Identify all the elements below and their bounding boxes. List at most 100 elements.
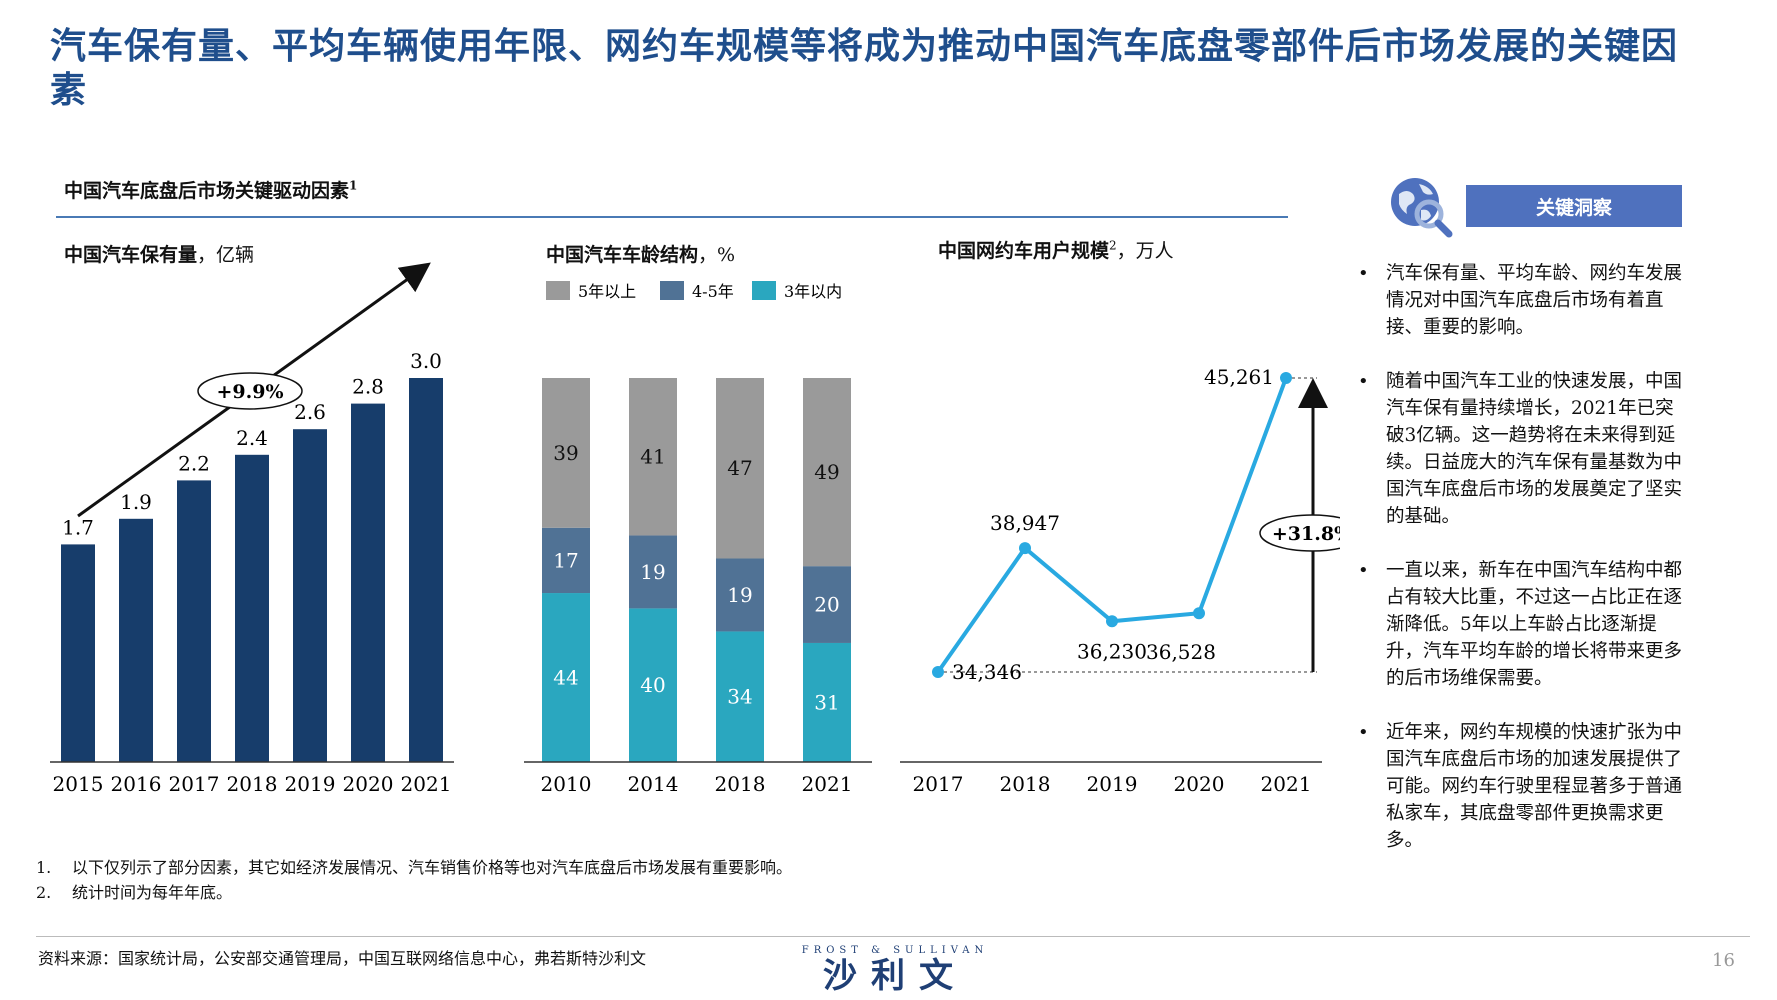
footnotes: 1. 以下仅列示了部分因素，其它如经济发展情况、汽车销售价格等也对汽车底盘后市场发… [36,855,792,905]
bar-value-label: 2.4 [236,426,268,450]
section-footnote-ref: 1 [349,178,358,193]
stacked-bar-segment [629,378,677,536]
segment-value-label: 20 [814,593,839,617]
footer-divider [36,936,1750,937]
stacked-bar-segment [716,631,764,762]
x-tick-label: 2021 [1261,772,1312,796]
segment-value-label: 41 [640,445,665,469]
frost-sullivan-logo: FROST & SULLIVAN 沙利文 [795,945,995,996]
insight-item: 近年来，网约车规模的快速扩张为中国汽车底盘后市场的加速发展提供了可能。网约车行驶… [1352,719,1692,854]
chart2-title-main: 中国汽车车龄结构 [546,244,699,266]
bar [293,429,327,762]
chart1-title-main: 中国汽车保有量 [64,244,198,266]
point-value-label: 36,230 [1077,639,1147,663]
bar [177,480,211,762]
stacked-bar-segment [542,527,590,594]
bar [119,518,153,762]
chart1-title: 中国汽车保有量，亿辆 [64,240,254,267]
insight-item: 汽车保有量、平均车龄、网约车发展情况对中国汽车底盘后市场有着直接、重要的影响。 [1352,260,1692,341]
section-title: 中国汽车底盘后市场关键驱动因素1 [64,176,357,203]
segment-value-label: 17 [553,548,578,572]
data-point [1019,542,1031,555]
chart1-cagr-badge-label: +9.9% [216,381,283,403]
footnote-text: 统计时间为每年年底。 [72,883,233,902]
legend-swatch [546,281,570,300]
insights-list: 汽车保有量、平均车龄、网约车发展情况对中国汽车底盘后市场有着直接、重要的影响。 … [1352,260,1692,881]
section-divider [56,216,1288,218]
data-point [1193,607,1205,620]
bar-value-label: 1.9 [120,490,152,514]
page-number: 16 [1712,950,1735,971]
point-value-label: 36,528 [1146,640,1216,664]
bar-value-label: 2.6 [294,400,326,424]
legend-label: 5年以上 [578,282,636,301]
x-tick-label: 2018 [227,772,278,796]
chart1-cagr-badge: +9.9% [197,372,303,410]
stacked-bar-segment [716,378,764,559]
logo-english: FROST & SULLIVAN [801,945,989,956]
segment-value-label: 39 [553,441,578,465]
footnote-text: 以下仅列示了部分因素，其它如经济发展情况、汽车销售价格等也对汽车底盘后市场发展有… [72,858,793,877]
legend-swatch [660,281,684,300]
x-tick-label: 2020 [343,772,394,796]
car-ownership-bar-chart: 1.7 2015 1.9 2016 2.2 2017 2.4 2018 2.6 2019 2.8 20… [50,262,454,796]
insight-item: 一直以来，新车在中国汽车结构中都占有较大比重，不过这一占比正在逐渐降低。5年以上… [1352,557,1692,692]
globe-search-icon [1385,170,1455,240]
data-point [1280,372,1292,384]
footnote-number: 2. [36,883,52,902]
footnote: 2. 统计时间为每年年底。 [36,880,792,905]
x-tick-label: 2017 [913,772,964,796]
legend-label: 3年以内 [784,282,842,301]
segment-value-label: 44 [553,666,578,690]
stacked-bar-segment [803,378,851,567]
bar [61,544,95,762]
x-tick-label: 2019 [285,772,336,796]
chart3-growth-badge-label: +31.8% [1272,523,1340,545]
insights-header: 关键洞察 [1466,185,1682,227]
footnote: 1. 以下仅列示了部分因素，其它如经济发展情况、汽车销售价格等也对汽车底盘后市场发… [36,855,792,880]
chart1-title-unit: ，亿辆 [197,244,255,266]
stacked-bar-segment [542,593,590,762]
bar-value-label: 2.8 [352,375,384,399]
chart3-growth-badge: +31.8% [1259,514,1340,552]
chart3-footnote-ref: 2 [1109,238,1117,253]
ride-hailing-users-line-chart: 34,346 2017 38,947 2018 36,230 2019 36,528 2020… [900,365,1340,796]
bar [235,454,269,762]
x-tick-label: 2019 [1087,772,1138,796]
page-title: 汽车保有量、平均车辆使用年限、网约车规模等将成为推动中国汽车底盘零部件后市场发展… [50,25,1679,111]
segment-value-label: 19 [640,560,665,584]
insight-item: 随着中国汽车工业的快速发展，中国汽车保有量持续增长，2021年已突破3亿辆。这一… [1352,368,1692,530]
x-tick-label: 2015 [53,772,104,796]
segment-value-label: 49 [814,460,839,484]
section-title-text: 中国汽车底盘后市场关键驱动因素 [64,180,350,202]
chart2-title-unit: ，% [698,244,736,266]
car-age-stacked-bar-chart: 5年以上 4-5年 3年以内 44 17 39 2010 40 19 41 2014 34 19 47 20… [524,281,872,796]
stacked-bar-segment [716,558,764,632]
chart3-growth-badge-oval [1259,514,1340,552]
x-tick-label: 2018 [1000,772,1051,796]
source-note: 资料来源：国家统计局，公安部交通管理局，中国互联网络信息中心，弗若斯特沙利文 [38,949,647,968]
logo-chinese: 沙利文 [823,956,967,996]
bar [351,403,385,762]
x-tick-label: 2020 [1174,772,1225,796]
legend-swatch [752,281,776,300]
x-tick-label: 2021 [802,772,853,796]
stacked-bar-segment [629,535,677,609]
data-point [932,666,944,678]
stacked-bar-segment [542,378,590,528]
segment-value-label: 40 [640,673,665,697]
chart3-title-unit: ，万人 [1116,240,1174,262]
x-tick-label: 2021 [401,772,452,796]
x-tick-label: 2017 [169,772,220,796]
bar [409,378,443,762]
segment-value-label: 47 [727,456,752,480]
legend-label: 4-5年 [692,282,734,301]
chart3-title: 中国网约车用户规模2，万人 [938,236,1174,263]
chart2-title: 中国汽车车龄结构，% [546,240,735,267]
chart3-title-main: 中国网约车用户规模 [938,240,1110,262]
point-value-label: 34,346 [952,660,1022,684]
stacked-bar-segment [803,566,851,643]
stacked-bar-segment [803,642,851,762]
stacked-bar-segment [629,608,677,762]
bar-value-label: 1.7 [62,515,94,539]
